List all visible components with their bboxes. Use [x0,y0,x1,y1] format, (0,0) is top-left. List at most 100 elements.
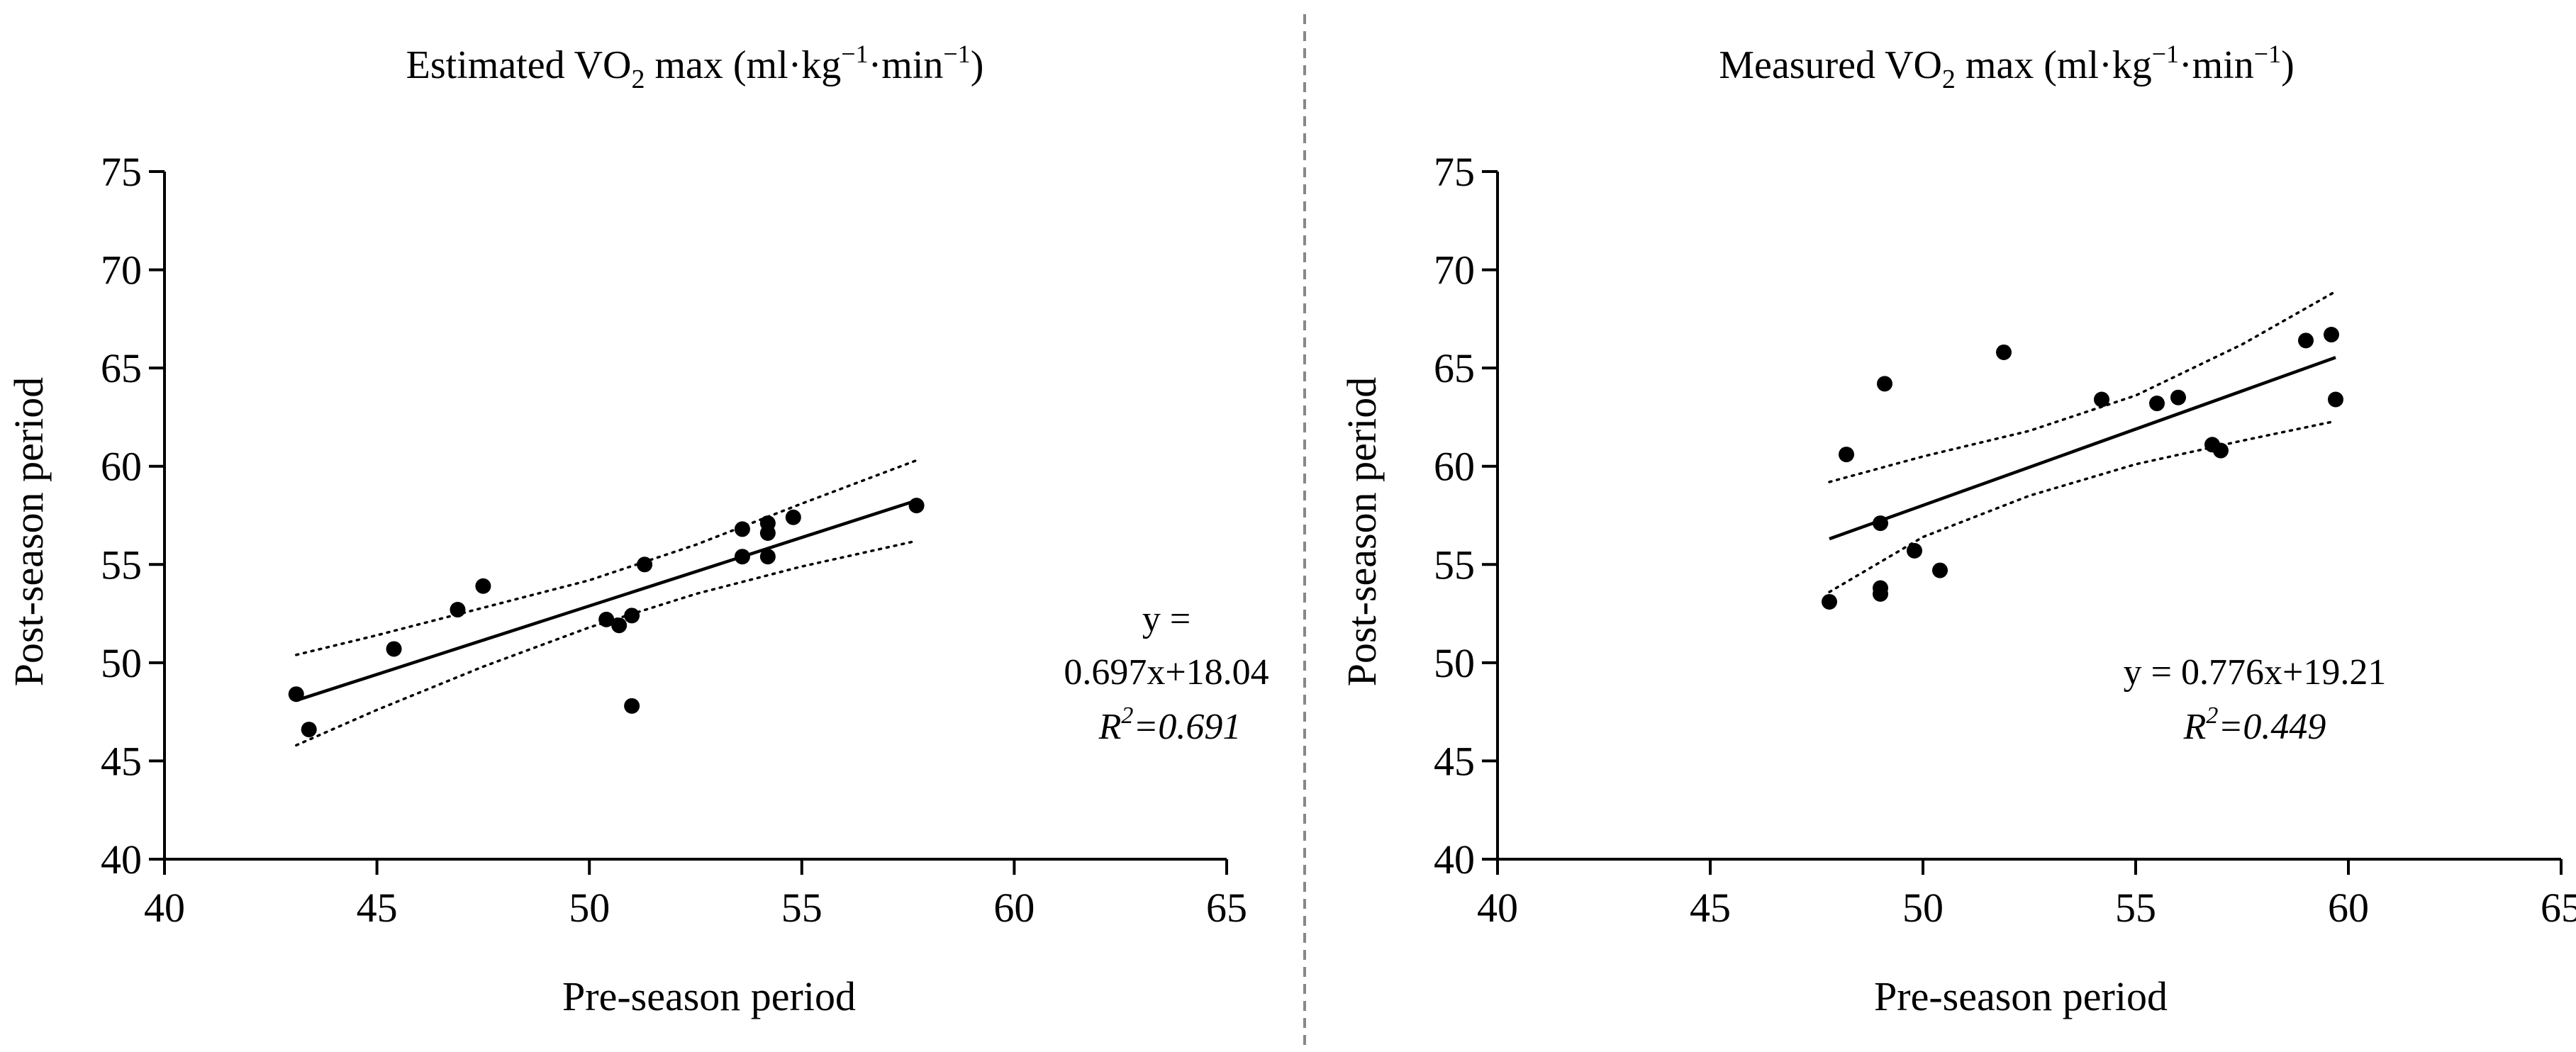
y-axis-label: Post-season period [1339,377,1385,687]
data-point [908,498,925,514]
data-point [450,602,466,618]
axes: 40 45 50 55 60 65 70 75 40 45 50 55 60 65 [1434,149,2576,931]
y-tick-label: 65 [101,345,142,391]
regression-equation-line1: y = [1142,599,1191,639]
ci-upper-line [1828,290,2337,483]
r-squared-label: R [2183,707,2207,747]
chart-title-exp1: −1 [2152,40,2179,68]
data-point [1907,542,1922,559]
r-squared-value: =0.449 [2218,707,2326,747]
data-point [288,686,304,703]
x-tick-label: 45 [1690,885,1731,931]
data-point [734,549,750,565]
data-point [637,556,653,573]
data-point [1839,447,1854,463]
y-tick-label: 60 [1434,444,1475,490]
y-tick-label: 70 [101,247,142,293]
x-tick-label: 40 [1477,885,1518,931]
chart-title-rest: max (ml·kg [645,43,841,87]
data-point [2213,442,2229,459]
data-point [1822,593,1837,610]
x-tick-label: 55 [781,885,823,931]
y-tick-label: 50 [1434,640,1475,686]
y-tick-label: 45 [1434,738,1475,784]
chart-title-rest: max (ml·kg [1956,43,2152,87]
chart-title-close: ) [2281,43,2295,87]
data-point [2094,391,2109,408]
x-tick-label: 60 [2328,885,2369,931]
chart-title-exp1: −1 [841,40,868,68]
data-point [1873,515,1888,532]
x-tick-label: 65 [1206,885,1247,931]
marks [288,459,925,747]
axes: 40 45 50 55 60 65 70 75 40 45 50 55 60 65 [101,149,1247,931]
data-point [1873,580,1888,596]
x-tick-label: 55 [2115,885,2156,931]
data-point [1932,562,1948,578]
x-tick-label: 40 [144,885,185,931]
data-point [386,641,402,657]
data-point [2170,389,2186,405]
data-point [734,521,750,537]
y-tick-label: 75 [1434,149,1475,195]
x-axis-label: Pre-season period [1874,973,2168,1019]
chart-title-sub: 2 [631,65,645,94]
data-point [1877,376,1892,392]
chart-estimated-vo2max: Estimated VO2 max (ml·kg−1·min−1) 404550… [6,40,1269,1019]
r-squared-value: =0.691 [1133,707,1241,747]
y-tick-label: 55 [1434,542,1475,588]
y-tick-label: 50 [101,640,142,686]
regression-equation-line1: y = 0.776x+19.21 [2124,652,2387,693]
data-point [1996,344,2012,360]
y-tick-label: 55 [101,542,142,588]
x-tick-label: 45 [357,885,398,931]
y-tick-label: 75 [101,149,142,195]
ci-lower-line [295,539,918,747]
regression-line [1829,356,2336,541]
chart-title-sub: 2 [1942,65,1956,94]
chart-title-exp2: −1 [2254,40,2281,68]
chart-title: Measured VO2 max (ml·kg−1·min−1) [1719,40,2295,94]
y-tick-label: 65 [1434,345,1475,391]
data-point [2328,391,2343,408]
data-point [624,608,640,624]
data-point [2324,327,2339,343]
r-squared-exp: 2 [2206,703,2218,729]
data-point [475,578,491,594]
r-squared: R2=0.691 [1098,703,1242,747]
data-point [2149,396,2165,412]
chart-measured-vo2max: Measured VO2 max (ml·kg−1·min−1) 4045505… [1339,40,2576,1019]
data-point [2298,332,2314,349]
x-tick-label: 60 [993,885,1035,931]
data-point [759,549,776,565]
chart-title-main: Estimated VO [406,43,632,87]
chart-title-exp2: −1 [943,40,970,68]
r-squared-exp: 2 [1121,703,1133,729]
regression-line [296,498,918,703]
regression-equation-line2: 0.697x+18.04 [1064,652,1269,693]
chart-title: Estimated VO2 max (ml·kg−1·min−1) [406,40,984,94]
y-tick-label: 40 [101,836,142,883]
y-tick-label: 70 [1434,247,1475,293]
x-axis-label: Pre-season period [562,973,856,1019]
r-squared-label: R [1098,707,1122,747]
chart-title-mid: ·min [2179,43,2254,87]
data-point [611,617,628,634]
y-tick-label: 60 [101,444,142,490]
chart-title-main: Measured VO [1719,43,1942,87]
y-axis-label: Post-season period [6,377,52,687]
x-tick-label: 65 [2541,885,2576,931]
data-point [598,611,615,627]
chart-title-close: ) [971,43,984,87]
data-point [624,698,640,714]
y-tick-label: 40 [1434,836,1475,883]
y-tick-label: 45 [101,738,142,784]
r-squared: R2=0.449 [2183,703,2326,747]
chart-title-mid: ·min [869,43,944,87]
data-point [785,509,801,525]
x-tick-label: 50 [569,885,610,931]
data-point [301,722,317,738]
x-tick-label: 50 [1902,885,1944,931]
data-point [759,525,776,541]
